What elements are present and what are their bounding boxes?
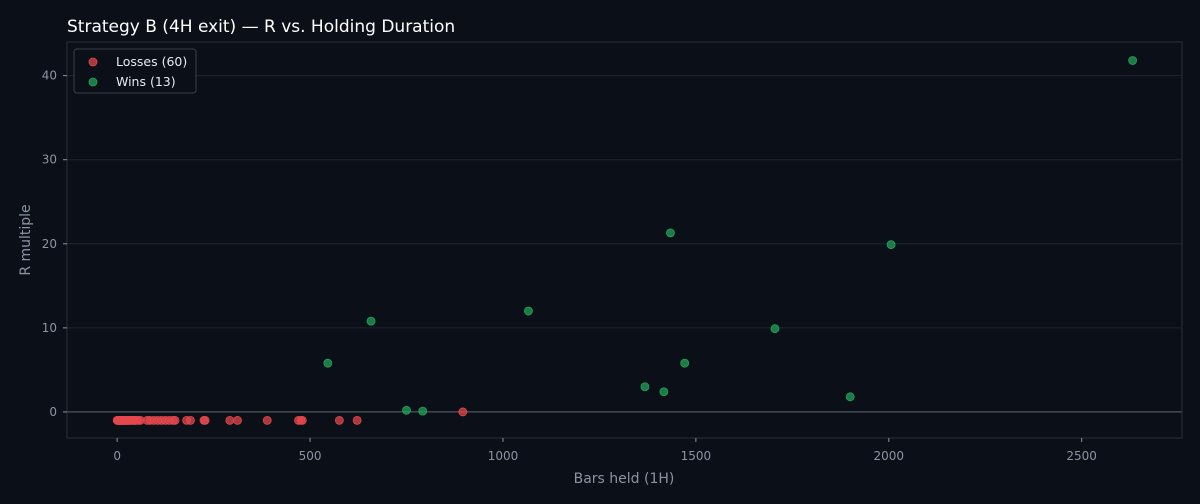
loss-point [233,415,242,425]
loss-point [170,415,180,425]
legend-marker [88,77,98,87]
loss-point [352,415,362,425]
chart-title: Strategy B (4H exit) — R vs. Holding Dur… [67,17,455,37]
win-point [323,358,333,368]
axis-ticks: 0 500 1000 1500 2000 2500 0 10 20 30 40 [42,69,1097,463]
legend-label: Losses (60) [116,54,187,69]
y-tick-label: 0 [49,405,57,419]
win-point [640,382,650,392]
y-tick-label: 40 [42,69,57,83]
x-tick-label: 1000 [488,449,519,463]
loss-point [186,415,195,425]
win-point [418,406,428,416]
y-tick-label: 10 [42,321,57,335]
y-axis-label: R multiple [18,204,34,275]
x-axis-label: Bars held (1H) [574,471,675,487]
win-point [845,392,855,402]
loss-point [297,415,307,425]
y-tick-label: 30 [42,153,57,167]
legend: Losses (60) Wins (13) [73,48,197,94]
x-tick-label: 500 [299,449,322,463]
win-point [524,306,533,316]
win-point [1128,56,1138,65]
loss-point [225,415,235,425]
win-point [659,387,669,397]
legend-label: Wins (13) [116,74,176,89]
win-point [886,240,896,250]
loss-point [334,415,344,425]
win-point [680,358,690,368]
loss-point [458,407,468,417]
loss-point [130,415,140,425]
win-point [402,405,411,415]
x-tick-label: 2000 [874,449,905,463]
win-point [366,316,376,326]
win-point [666,228,675,238]
loss-point [262,415,272,425]
x-tick-label: 1500 [681,449,712,463]
legend-marker [88,57,98,67]
loss-point [200,415,210,425]
legend-box [73,48,197,94]
plot-frame [66,41,1183,439]
grid [67,75,1182,413]
y-tick-label: 20 [42,237,57,251]
x-tick-label: 0 [113,449,121,463]
win-point [770,324,780,334]
data-points [112,56,1138,425]
x-tick-label: 2500 [1066,449,1097,463]
